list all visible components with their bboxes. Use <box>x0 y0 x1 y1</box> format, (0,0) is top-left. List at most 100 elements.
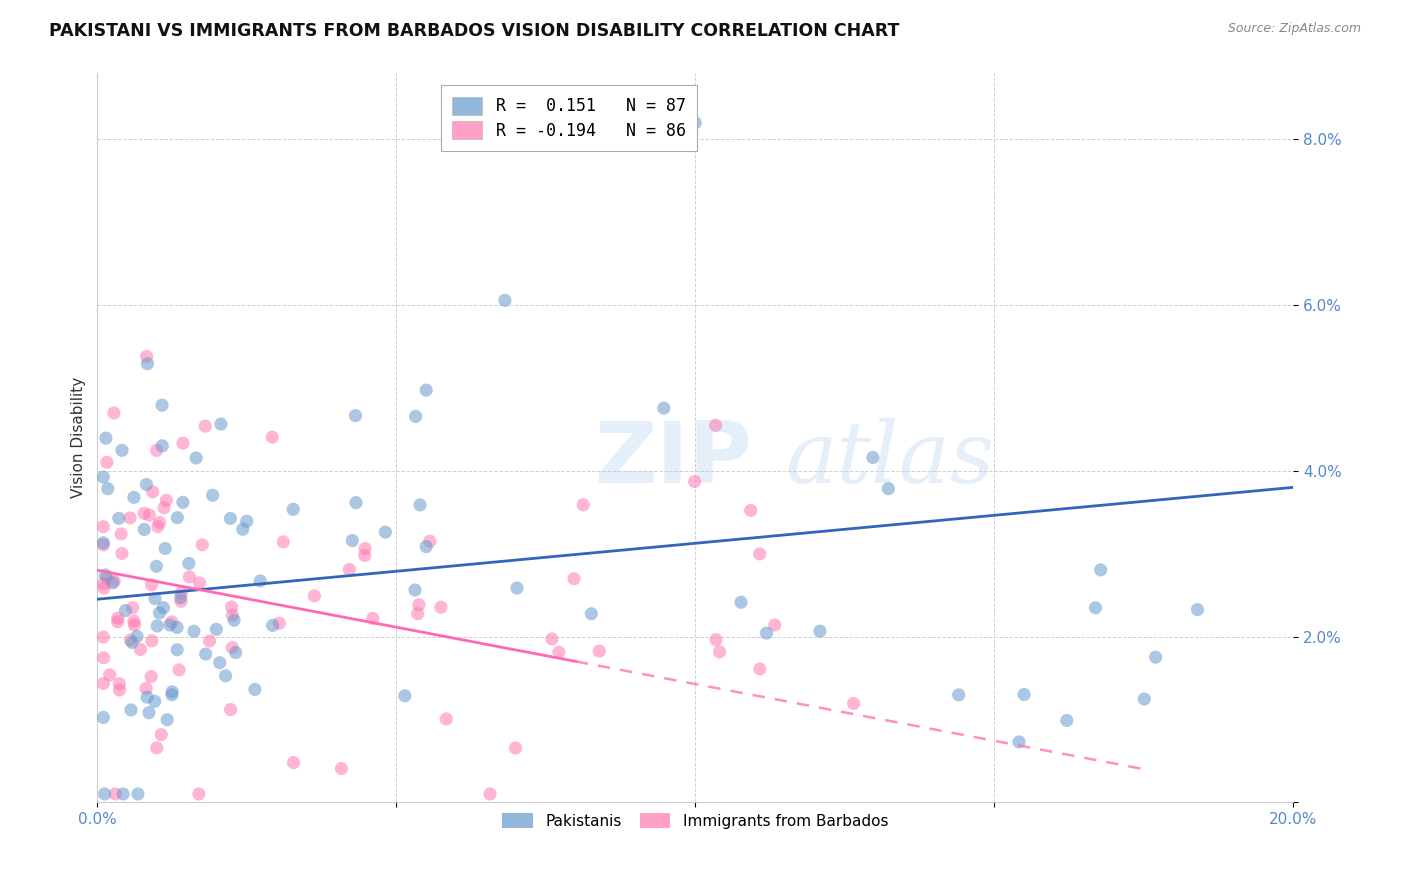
Point <box>112 787 135 801</box>
Point <box>269 616 291 631</box>
Point <box>748 662 770 676</box>
Point <box>141 633 163 648</box>
Point <box>748 547 770 561</box>
Point <box>221 608 243 623</box>
Point <box>129 642 152 657</box>
Point <box>235 514 257 528</box>
Point <box>122 614 145 628</box>
Point <box>111 443 134 458</box>
Point <box>415 540 437 554</box>
Point <box>172 495 194 509</box>
Point <box>740 503 762 517</box>
Point <box>91 710 114 724</box>
Point <box>685 116 707 130</box>
Point <box>177 557 200 571</box>
Point <box>150 398 173 412</box>
Point <box>156 713 179 727</box>
Point <box>1090 563 1112 577</box>
Point <box>434 712 457 726</box>
Point <box>146 619 169 633</box>
Point <box>145 740 167 755</box>
Point <box>283 756 305 770</box>
Point <box>141 669 163 683</box>
Point <box>201 488 224 502</box>
Point <box>404 582 426 597</box>
Point <box>183 624 205 639</box>
Point <box>124 618 146 632</box>
Point <box>683 475 706 489</box>
Text: Source: ZipAtlas.com: Source: ZipAtlas.com <box>1227 22 1361 36</box>
Point <box>191 538 214 552</box>
Point <box>91 676 114 690</box>
Point <box>877 482 900 496</box>
Point <box>135 477 157 491</box>
Point <box>120 633 142 648</box>
Point <box>91 576 114 591</box>
Point <box>283 502 305 516</box>
Point <box>494 293 516 308</box>
Point <box>121 635 143 649</box>
Point <box>361 611 384 625</box>
Point <box>101 575 124 590</box>
Point <box>415 383 437 397</box>
Point <box>187 787 209 801</box>
Point <box>704 418 727 433</box>
Text: ZIP: ZIP <box>593 418 751 501</box>
Point <box>262 430 284 444</box>
Point <box>337 562 360 576</box>
Point <box>107 615 129 629</box>
Point <box>120 703 142 717</box>
Point <box>862 450 884 465</box>
Point <box>205 622 228 636</box>
Point <box>344 496 367 510</box>
Point <box>91 536 114 550</box>
Point <box>159 618 181 632</box>
Point <box>1056 714 1078 728</box>
Point <box>243 682 266 697</box>
Point <box>188 575 211 590</box>
Point <box>1012 688 1035 702</box>
Point <box>271 534 294 549</box>
Point <box>138 706 160 720</box>
Point <box>108 683 131 698</box>
Point <box>96 455 118 469</box>
Point <box>344 409 367 423</box>
Point <box>118 511 141 525</box>
Point <box>547 645 569 659</box>
Point <box>1144 650 1167 665</box>
Point <box>219 703 242 717</box>
Point <box>652 401 675 416</box>
Point <box>152 600 174 615</box>
Point <box>107 611 129 625</box>
Point <box>730 595 752 609</box>
Point <box>107 511 129 525</box>
Point <box>108 677 131 691</box>
Point <box>91 519 114 533</box>
Point <box>91 470 114 484</box>
Point <box>1187 602 1209 616</box>
Point <box>127 787 149 801</box>
Point <box>145 559 167 574</box>
Point <box>581 607 603 621</box>
Point <box>148 606 170 620</box>
Point <box>97 482 120 496</box>
Point <box>262 618 284 632</box>
Point <box>225 646 247 660</box>
Point <box>394 689 416 703</box>
Point <box>134 523 156 537</box>
Point <box>148 516 170 530</box>
Point <box>166 510 188 524</box>
Point <box>219 511 242 525</box>
Point <box>232 522 254 536</box>
Point <box>506 581 529 595</box>
Point <box>160 615 183 629</box>
Point <box>198 634 221 648</box>
Point <box>166 620 188 634</box>
Point <box>145 443 167 458</box>
Point <box>167 663 190 677</box>
Point <box>142 484 165 499</box>
Point <box>93 787 115 801</box>
Point <box>136 690 159 705</box>
Point <box>96 571 118 585</box>
Point <box>1084 600 1107 615</box>
